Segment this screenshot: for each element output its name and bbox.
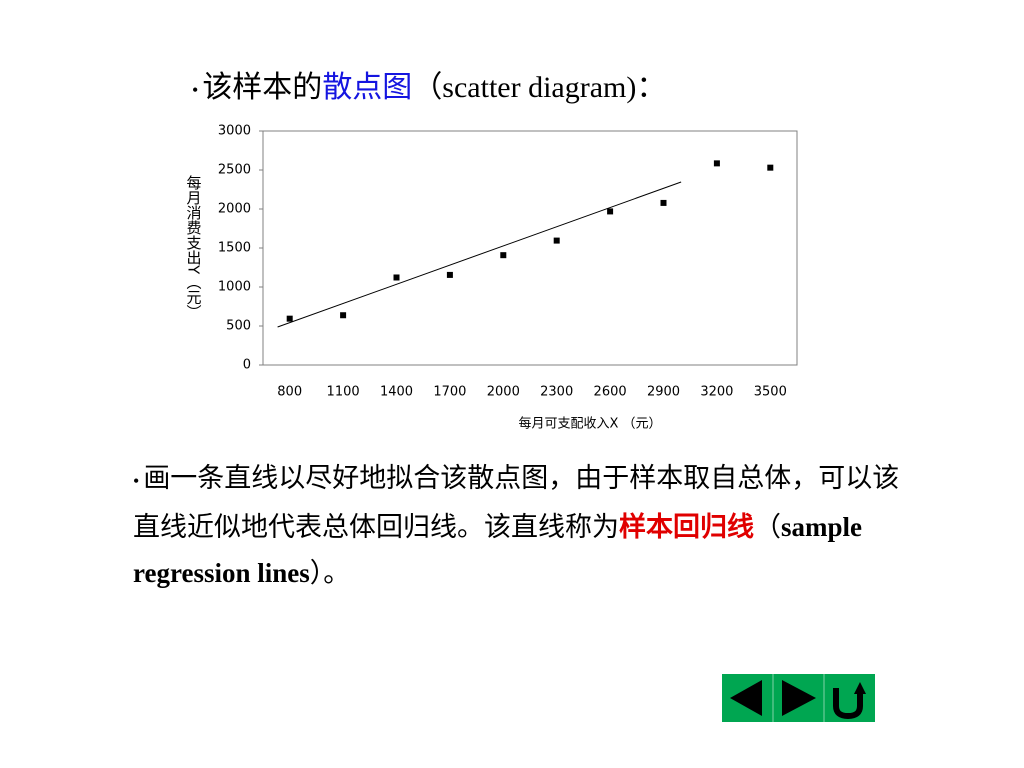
return-button[interactable] <box>833 682 866 720</box>
x-tick-label: 2600 <box>594 385 627 400</box>
data-point <box>286 315 293 322</box>
x-tick-label: 3500 <box>754 385 787 400</box>
x-tick-label: 2300 <box>540 385 573 400</box>
x-tick-label: 1400 <box>380 385 413 400</box>
data-point <box>340 312 347 319</box>
data-point <box>767 164 774 171</box>
data-point <box>553 237 560 244</box>
y-tick-label: 1000 <box>218 280 251 295</box>
paragraph: • 画一条直线以尽好地拟合该散点图，由于样本取自总体，可以该直线近似地代表总体回归… <box>133 455 913 596</box>
prev-button[interactable] <box>730 680 762 716</box>
nav-bar <box>722 674 875 722</box>
data-point <box>713 160 720 167</box>
heading-text: （scatter diagram)： <box>412 71 667 104</box>
regression-line <box>277 181 682 328</box>
y-tick-label: 2500 <box>218 163 251 178</box>
term-highlight: 样本回归线 <box>619 511 754 542</box>
x-axis-label: 每月可支配收入X （元） <box>518 416 661 432</box>
y-tick-label: 2000 <box>218 202 251 217</box>
x-tick-label: 2900 <box>647 385 680 400</box>
next-button[interactable] <box>782 680 816 716</box>
y-tick-label: 1500 <box>218 241 251 256</box>
heading: • 该样本的散点图（scatter diagram)： <box>192 62 666 106</box>
x-tick-label: 2000 <box>487 385 520 400</box>
y-tick-label: 3000 <box>218 124 251 139</box>
paragraph-text: 画一条直线以尽好地拟合该散点图，由于样本取自总体，可以该直线近似地代表总体回归线… <box>133 463 900 542</box>
y-tick-label: 0 <box>243 358 251 373</box>
heading-highlight: 散点图 <box>322 71 413 104</box>
data-point <box>393 274 400 281</box>
bullet: • <box>192 79 199 100</box>
data-point <box>660 199 667 206</box>
paragraph-text: （ <box>754 511 781 542</box>
data-point <box>500 252 507 259</box>
x-tick-label: 3200 <box>700 385 733 400</box>
x-tick-label: 800 <box>277 385 302 400</box>
data-point <box>607 208 614 215</box>
paragraph-text: ）。 <box>309 557 351 588</box>
term-english: sample regression lines <box>133 511 862 588</box>
bullet: • <box>133 470 140 491</box>
y-axis-label: 每月消费支出Y（元） <box>185 175 203 319</box>
y-tick-label: 500 <box>226 319 251 334</box>
heading-text: 该样本的 <box>202 71 323 104</box>
x-tick-label: 1100 <box>327 385 360 400</box>
data-point <box>446 271 453 278</box>
x-tick-label: 1700 <box>433 385 466 400</box>
